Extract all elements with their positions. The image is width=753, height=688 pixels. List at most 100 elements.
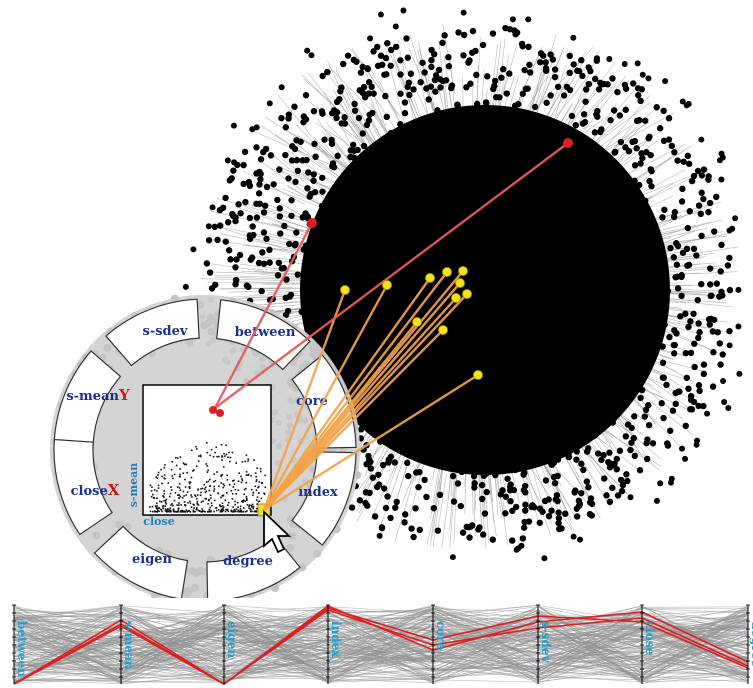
menu-segment-shape[interactable] (206, 536, 301, 602)
scatter-point (155, 510, 157, 513)
menu-segment-close[interactable]: closeX (53, 438, 120, 536)
menu-segment-index[interactable]: index (291, 451, 357, 546)
network-node (466, 534, 473, 541)
network-node (645, 75, 652, 82)
network-node (687, 318, 694, 325)
menu-segment-shape[interactable] (105, 298, 200, 367)
network-node (379, 461, 387, 469)
network-node (263, 235, 270, 243)
menu-segment-s-sdev[interactable]: s-sdev (105, 298, 200, 367)
highlighted-node-red[interactable] (307, 218, 317, 228)
scatter-point (213, 510, 215, 513)
menu-segment-s-mean[interactable]: s-meanY (53, 350, 130, 445)
scatter-point (177, 508, 180, 511)
menu-segment-between[interactable]: between (216, 299, 311, 371)
scatter-point (255, 479, 258, 481)
network-node (376, 532, 383, 539)
menu-segment-shape[interactable] (93, 525, 189, 600)
highlighted-node-yellow[interactable] (438, 325, 448, 335)
highlighted-node-yellow[interactable] (455, 278, 465, 288)
menu-segment-shape[interactable] (53, 438, 113, 536)
network-node (666, 333, 673, 341)
network-node (378, 524, 386, 532)
network-node (506, 487, 514, 494)
network-node (338, 84, 345, 91)
network-node (304, 213, 312, 220)
network-node (617, 476, 625, 484)
scatter-point (178, 497, 180, 499)
network-node (293, 156, 301, 164)
scatter-point (179, 473, 181, 476)
network-node (660, 137, 668, 145)
highlighted-node-yellow[interactable] (340, 285, 350, 295)
scatter-point (215, 507, 217, 509)
network-edge (200, 278, 314, 282)
network-node (536, 519, 543, 526)
scatter-point (232, 486, 235, 488)
network-node (600, 451, 607, 459)
scatter-point (161, 475, 163, 478)
highlighted-node-yellow[interactable] (442, 267, 452, 277)
scatter-point (165, 503, 167, 505)
scatter-point (164, 499, 167, 502)
network-node (614, 88, 621, 96)
menu-dot (196, 300, 205, 309)
network-node (618, 487, 626, 495)
highlighted-node-yellow[interactable] (458, 266, 468, 276)
highlighted-node-yellow[interactable] (462, 289, 472, 299)
network-node (551, 66, 559, 73)
pc-polyline (13, 619, 749, 675)
network-node (436, 491, 444, 499)
network-node (697, 210, 704, 218)
highlighted-node-yellow[interactable] (451, 293, 461, 303)
scatter-point (179, 495, 182, 498)
network-node (310, 107, 318, 115)
parallel-coordinates[interactable]: between s-mean eigen index core s-sdev close de… (0, 598, 753, 688)
network-node (570, 61, 577, 68)
network-node (454, 480, 462, 487)
highlighted-node-yellow[interactable] (473, 370, 483, 380)
scatter-point (220, 474, 223, 476)
network-node (725, 404, 732, 411)
menu-segment-shape[interactable] (53, 350, 122, 445)
network-node (624, 477, 631, 485)
scatter-point (239, 505, 242, 508)
menu-segment-shape[interactable] (216, 299, 311, 371)
scatter-point (151, 505, 154, 508)
scatter-point (227, 510, 230, 513)
network-node (257, 170, 264, 178)
highlighted-node-red[interactable] (563, 138, 573, 148)
menu-dot (207, 327, 216, 336)
network-node (503, 90, 510, 97)
scatter-selected-point (216, 409, 224, 417)
scatter-point (186, 510, 188, 513)
network-node (700, 195, 707, 203)
network-node (260, 209, 268, 216)
scatter-point (206, 451, 209, 454)
network-node (732, 215, 739, 222)
scatter-point (212, 455, 215, 458)
menu-segment-eigen[interactable]: eigen (93, 525, 189, 600)
network-node (377, 11, 384, 18)
network-node (547, 92, 554, 99)
menu-segment-shape[interactable] (291, 451, 357, 546)
scatter-point (261, 482, 263, 484)
scatter-point (233, 483, 236, 485)
network-node (286, 240, 293, 248)
network-node (344, 52, 352, 59)
network-node (554, 83, 562, 91)
scatter-point (164, 505, 167, 508)
network-edge (351, 48, 399, 116)
scatter-point (179, 468, 181, 470)
highlighted-node-yellow[interactable] (412, 317, 422, 327)
highlighted-node-yellow[interactable] (382, 280, 392, 290)
pc-polyline (13, 609, 749, 677)
scatter-point (220, 475, 222, 478)
network-edge (220, 233, 301, 251)
highlighted-node-yellow[interactable] (425, 273, 435, 283)
menu-segment-degree[interactable]: degree (206, 536, 301, 602)
network-node (601, 475, 608, 482)
network-edge (378, 442, 410, 531)
pc-axis-label: s-sdev (539, 621, 553, 664)
